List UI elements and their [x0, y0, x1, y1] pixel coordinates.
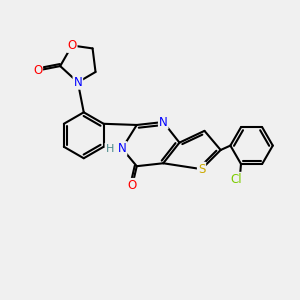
Text: S: S [198, 163, 205, 176]
Text: Cl: Cl [231, 173, 242, 186]
Text: O: O [67, 39, 76, 52]
Text: N: N [74, 76, 82, 89]
Text: N: N [118, 142, 126, 155]
Text: O: O [33, 64, 42, 77]
Text: O: O [128, 179, 137, 192]
Text: N: N [159, 116, 168, 128]
Text: H: H [106, 143, 114, 154]
